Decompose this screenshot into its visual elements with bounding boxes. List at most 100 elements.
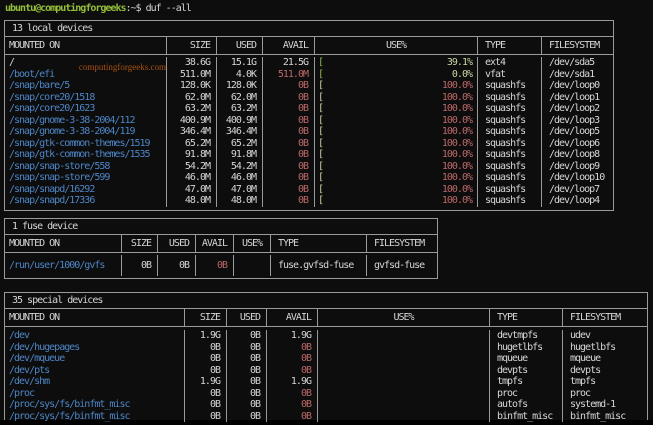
- usage-percent: 100.0%: [441, 137, 473, 149]
- usage-percent: 0.0%: [451, 68, 473, 80]
- used-value: 65.2M: [217, 137, 263, 149]
- filesystem: /dev/loop1: [549, 91, 600, 103]
- usage-cell: [####################] 100.0%: [315, 114, 478, 126]
- column-header: SIZE: [185, 309, 227, 326]
- usage-cell: [....................] 0.0%: [315, 68, 478, 80]
- table-row: /snap/snapd/1629247.0M47.0M0B[##########…: [5, 183, 613, 195]
- usage-percent: 100.0%: [441, 160, 473, 172]
- column-header: FILESYSTEM: [570, 312, 621, 323]
- used-value: 54.2M: [217, 160, 263, 172]
- fs-type: vfat: [478, 68, 542, 80]
- filesystem: udev: [570, 330, 591, 341]
- fs-type: mqueue: [490, 353, 563, 365]
- column-header: USED: [217, 37, 263, 54]
- usage-cell: [318, 410, 490, 422]
- avail-value: 0B: [263, 160, 315, 172]
- usage-cell: [####################] 100.0%: [315, 103, 478, 115]
- fs-type: squashfs: [478, 137, 542, 149]
- usage-percent: 39.1%: [446, 57, 473, 68]
- filesystem: gvfsd-fuse: [374, 260, 425, 271]
- used-value: 48.0M: [217, 195, 263, 207]
- table-body: /run/user/1000/gvfs 0B 0B 0B fuse.gvfsd-fuse…: [5, 253, 437, 278]
- column-header: TYPE: [490, 309, 563, 326]
- column-header: AVAIL: [263, 37, 315, 54]
- fs-type: squashfs: [478, 183, 542, 195]
- table-row: /snap/core20/151862.0M62.0M0B[##########…: [5, 91, 613, 103]
- column-header: AVAIL: [196, 235, 234, 252]
- filesystem: /dev/loop7: [549, 183, 600, 195]
- avail-value: 0B: [267, 387, 318, 399]
- fs-type: squashfs: [478, 91, 542, 103]
- fs-type: proc: [490, 387, 563, 399]
- mount-point: /: [5, 57, 167, 69]
- size-value: 511.0M: [167, 68, 217, 80]
- mount-point: /snap/gtk-common-themes/1535: [5, 149, 167, 161]
- table-header-row: MOUNTED ON SIZE USED AVAIL USE% TYPE FILESYSTE…: [5, 37, 613, 55]
- usage-cell: [318, 387, 490, 399]
- table-row: /dev/pts 0B 0B 0B devpts devpts: [5, 364, 647, 376]
- usage-bar: [####################]: [318, 195, 418, 207]
- column-header: USED: [158, 235, 196, 252]
- size-value: 1.9G: [185, 330, 227, 342]
- table-row: /dev/shm 1.9G 0B 1.9G tmpfs tmpfs: [5, 376, 647, 388]
- fs-type: autofs: [490, 399, 563, 411]
- fs-type: squashfs: [478, 126, 542, 138]
- column-header: USE%: [234, 235, 271, 252]
- usage-percent: 100.0%: [441, 80, 473, 91]
- fuse-devices-table: 1 fuse device MOUNTED ON SIZE USED AVAIL USE…: [4, 218, 438, 279]
- table-row: /proc/sys/fs/binfmt_misc 0B 0B 0B binfmt_mis…: [5, 410, 647, 422]
- avail-value: 0B: [263, 126, 315, 138]
- mount-point: /snap/core20/1518: [5, 91, 167, 103]
- column-header: AVAIL: [267, 309, 318, 326]
- avail-value: 0B: [263, 195, 315, 207]
- filesystem: systemd-1: [570, 399, 616, 410]
- usage-percent: 100.0%: [441, 103, 473, 114]
- usage-cell: [####################] 100.0%: [315, 91, 478, 103]
- avail-value: 0B: [267, 364, 318, 376]
- used-value: 15.1G: [217, 57, 263, 69]
- size-value: 0B: [185, 353, 227, 365]
- filesystem: /dev/sda5: [549, 57, 595, 68]
- bar-open-bracket: [: [318, 126, 324, 137]
- avail-value: 0B: [263, 137, 315, 149]
- bar-open-bracket: [: [318, 103, 324, 114]
- table-row: /snap/core20/162363.2M63.2M0B[##########…: [5, 103, 613, 115]
- used-value: 46.0M: [217, 172, 263, 184]
- column-header: USE%: [315, 37, 478, 54]
- local-devices-table: 13 local devices MOUNTED ON SIZE USED AVAIL…: [4, 20, 614, 211]
- bar-open-bracket: [: [318, 57, 324, 68]
- used-value: 0B: [227, 341, 267, 353]
- avail-value: 0B: [263, 91, 315, 103]
- avail-value: 0B: [267, 410, 318, 422]
- filesystem: /dev/sda1: [549, 68, 595, 80]
- size-value: 0B: [185, 364, 227, 376]
- column-header: SIZE: [167, 37, 217, 54]
- bar-open-bracket: [: [318, 160, 324, 172]
- usage-bar: [####################]: [318, 138, 418, 150]
- size-value: 46.0M: [167, 172, 217, 184]
- used-value: 0B: [227, 330, 267, 342]
- table-header-row: MOUNTED ON SIZE USED AVAIL USE% TYPE FILESYSTE…: [5, 309, 647, 327]
- table-row: /dev 1.9G 0B 1.9G devtmpfs udev: [5, 330, 647, 342]
- bar-open-bracket: [: [318, 137, 324, 149]
- column-header: FILESYSTEM: [549, 40, 600, 51]
- used-value: 62.0M: [217, 91, 263, 103]
- size-value: 48.0M: [167, 195, 217, 207]
- table-row: /dev/hugepages 0B 0B 0B hugetlbfs hugetlbfs: [5, 341, 647, 353]
- mount-point: /dev/mqueue: [5, 353, 185, 365]
- mount-point: /snap/snapd/16292: [5, 183, 167, 195]
- watermark: computingforgeeks.com: [78, 62, 166, 72]
- used-value: 63.2M: [217, 103, 263, 115]
- bar-open-bracket: [: [318, 114, 324, 126]
- mount-point: /dev/shm: [5, 376, 185, 388]
- used-value: 0B: [227, 410, 267, 422]
- size-value: 63.2M: [167, 103, 217, 115]
- usage-percent: 100.0%: [441, 195, 473, 206]
- filesystem: tmpfs: [570, 376, 596, 387]
- mount-point: /dev: [5, 330, 185, 342]
- usage-cell: [318, 353, 490, 365]
- used-value: 0B: [227, 376, 267, 388]
- mount-point: /snap/gnome-3-38-2004/112: [5, 114, 167, 126]
- usage-cell: [####################] 100.0%: [315, 172, 478, 184]
